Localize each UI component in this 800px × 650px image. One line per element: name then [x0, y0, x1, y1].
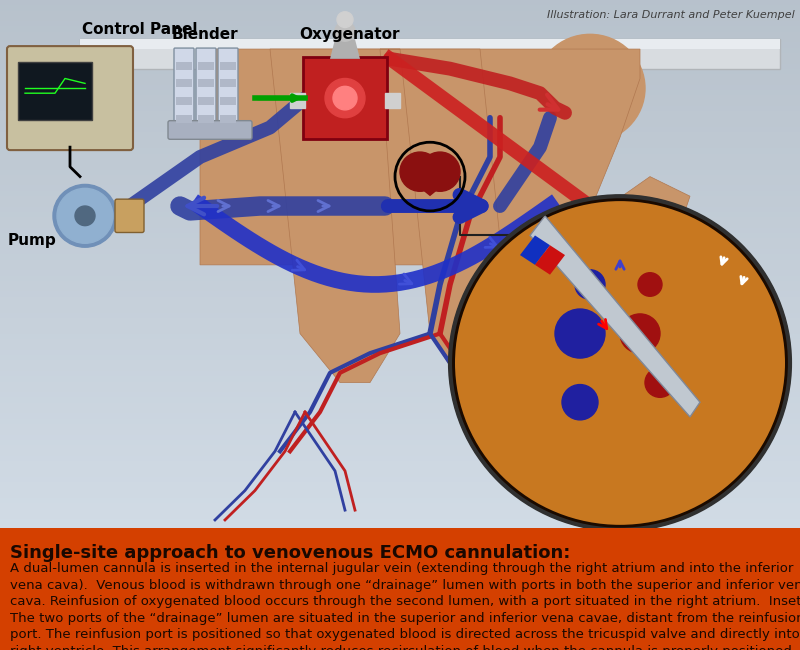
- Circle shape: [535, 34, 645, 142]
- FancyBboxPatch shape: [198, 62, 214, 70]
- Text: Single-site approach to venovenous ECMO cannulation:: Single-site approach to venovenous ECMO …: [10, 544, 570, 562]
- FancyBboxPatch shape: [198, 115, 214, 123]
- Text: Pump: Pump: [8, 233, 57, 248]
- FancyBboxPatch shape: [18, 62, 92, 120]
- FancyBboxPatch shape: [176, 79, 192, 87]
- FancyBboxPatch shape: [220, 62, 236, 70]
- FancyBboxPatch shape: [220, 97, 236, 105]
- FancyArrowPatch shape: [388, 195, 482, 217]
- Text: A dual-lumen cannula is inserted in the internal jugular vein (extending through: A dual-lumen cannula is inserted in the …: [10, 562, 800, 650]
- Polygon shape: [330, 39, 360, 59]
- Polygon shape: [530, 216, 700, 417]
- Polygon shape: [380, 49, 510, 383]
- FancyBboxPatch shape: [174, 48, 194, 129]
- Text: Blender: Blender: [172, 27, 238, 42]
- FancyBboxPatch shape: [198, 79, 214, 87]
- Text: Illustration: Lara Durrant and Peter Kuempel: Illustration: Lara Durrant and Peter Kue…: [547, 10, 795, 20]
- Bar: [385, 93, 400, 108]
- FancyBboxPatch shape: [0, 528, 800, 650]
- FancyBboxPatch shape: [176, 62, 192, 70]
- Circle shape: [75, 206, 95, 226]
- FancyBboxPatch shape: [115, 199, 144, 233]
- Bar: [290, 93, 305, 108]
- Text: Oxygenator: Oxygenator: [300, 27, 400, 42]
- Polygon shape: [535, 245, 565, 275]
- Circle shape: [335, 21, 355, 41]
- FancyBboxPatch shape: [176, 115, 192, 123]
- FancyBboxPatch shape: [7, 46, 133, 150]
- Circle shape: [337, 12, 353, 27]
- FancyBboxPatch shape: [220, 79, 236, 87]
- Circle shape: [450, 196, 790, 530]
- Circle shape: [420, 152, 460, 191]
- Circle shape: [645, 368, 675, 397]
- Polygon shape: [80, 39, 780, 69]
- Circle shape: [638, 273, 662, 296]
- Circle shape: [620, 314, 660, 353]
- Polygon shape: [565, 118, 615, 137]
- Circle shape: [325, 79, 365, 118]
- Polygon shape: [400, 172, 460, 196]
- Circle shape: [455, 201, 785, 525]
- Circle shape: [575, 270, 605, 299]
- FancyBboxPatch shape: [196, 48, 216, 129]
- Polygon shape: [520, 235, 550, 265]
- FancyBboxPatch shape: [176, 97, 192, 105]
- FancyBboxPatch shape: [168, 121, 252, 139]
- Circle shape: [562, 385, 598, 420]
- Circle shape: [555, 309, 605, 358]
- Circle shape: [57, 188, 113, 243]
- Polygon shape: [200, 49, 640, 265]
- Polygon shape: [560, 177, 690, 285]
- FancyBboxPatch shape: [218, 48, 238, 129]
- Text: Control Panel: Control Panel: [82, 22, 198, 37]
- Circle shape: [333, 86, 357, 110]
- FancyBboxPatch shape: [303, 57, 387, 139]
- Polygon shape: [270, 49, 400, 383]
- Circle shape: [400, 152, 440, 191]
- FancyBboxPatch shape: [220, 115, 236, 123]
- FancyBboxPatch shape: [198, 97, 214, 105]
- Polygon shape: [80, 39, 780, 49]
- Circle shape: [53, 185, 117, 247]
